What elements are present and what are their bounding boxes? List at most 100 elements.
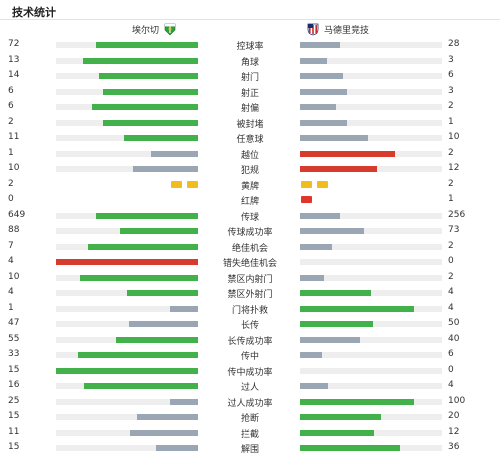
away-stat-bar — [300, 398, 442, 405]
header-divider — [0, 19, 500, 20]
away-stat-bar-fill — [300, 445, 401, 451]
stat-row: 10 犯规 12 — [0, 162, 500, 178]
away-stat-bar-fill — [300, 135, 368, 141]
stat-row: 2 被封堵 1 — [0, 116, 500, 132]
home-stat-value: 55 — [8, 333, 20, 344]
away-stat-bar-fill — [300, 88, 348, 95]
stat-row: 15 抢断 20 — [0, 410, 500, 426]
away-stat-value: 2 — [448, 178, 454, 189]
away-stat-value: 50 — [448, 318, 460, 328]
home-stat-bar-fill — [91, 104, 198, 110]
yellow-card-icon — [171, 180, 182, 188]
home-stat-bar-fill — [127, 290, 198, 296]
home-stat-bar-fill — [115, 336, 198, 343]
away-stat-bar — [300, 228, 442, 234]
stat-row: 88 传球成功率 73 — [0, 224, 500, 240]
home-stat-value: 7 — [8, 240, 14, 251]
stat-name: 传中 — [240, 352, 259, 362]
stat-name: 射偏 — [240, 104, 259, 114]
home-stat-bar-fill — [77, 352, 198, 358]
away-stat-value: 1 — [448, 194, 454, 204]
away-stat-value: 3 — [448, 85, 454, 96]
home-stat-bar — [56, 88, 198, 95]
home-stat-value: 2 — [8, 116, 14, 127]
stat-row: 33 传中 6 — [0, 348, 500, 364]
away-stat-bar — [300, 57, 442, 64]
away-stat-bar — [300, 321, 442, 327]
stat-name: 红牌 — [240, 197, 259, 207]
stat-name: 角球 — [240, 57, 259, 68]
home-stat-value: 15 — [8, 364, 20, 375]
stat-row: 72 控球率 28 — [0, 38, 500, 54]
stat-row: 6 射偏 2 — [0, 100, 500, 116]
stat-name: 拦截 — [240, 429, 259, 440]
away-stat-bar — [300, 429, 442, 436]
away-yellow-cards — [301, 180, 328, 189]
away-stat-value: 100 — [448, 395, 466, 406]
home-stat-bar-fill — [82, 57, 198, 64]
away-stat-bar-fill — [300, 429, 375, 436]
stat-row: 47 长传 50 — [0, 317, 500, 333]
away-stat-value: 73 — [448, 225, 460, 235]
away-stat-value: 40 — [448, 333, 460, 344]
away-stat-bar-fill — [300, 243, 332, 250]
home-stat-bar-fill — [133, 166, 198, 172]
home-stat-bar — [56, 290, 198, 296]
away-stat-value: 4 — [448, 380, 454, 390]
stat-row: 7 绝佳机会 2 — [0, 240, 500, 256]
home-team[interactable]: 埃尔切 — [132, 21, 177, 37]
stat-name: 解围 — [240, 445, 259, 455]
home-stat-bar — [56, 429, 198, 436]
home-stat-value: 1 — [8, 302, 14, 313]
away-stat-value: 10 — [448, 132, 460, 142]
away-stat-bar-fill — [300, 414, 382, 420]
away-stat-bar — [300, 42, 442, 48]
away-stat-value: 1 — [448, 116, 454, 127]
home-stat-value: 10 — [8, 163, 20, 173]
stat-row: 25 过人成功率 100 — [0, 395, 500, 411]
home-stat-value: 11 — [8, 132, 20, 142]
stat-row: 16 过人 4 — [0, 379, 500, 395]
home-stat-bar — [56, 398, 198, 405]
home-stat-bar-fill — [103, 119, 198, 126]
stat-row: 13 角球 3 — [0, 54, 500, 70]
away-stat-bar-fill — [300, 321, 374, 327]
atletico-badge-svg — [307, 23, 319, 36]
away-stat-value: 28 — [448, 39, 460, 49]
away-stat-bar-fill — [300, 166, 378, 172]
stat-name: 传中成功率 — [227, 367, 273, 378]
home-stat-bar-fill — [137, 414, 198, 420]
away-stat-value: 20 — [448, 411, 460, 421]
stat-name: 控球率 — [236, 42, 264, 52]
away-stat-value: 0 — [448, 256, 454, 266]
away-stat-bar — [300, 414, 442, 420]
away-team[interactable]: 马德里竞技 — [306, 21, 369, 37]
away-red-cards — [301, 196, 312, 204]
stat-name: 任意球 — [236, 135, 264, 145]
stat-name: 过人成功率 — [227, 398, 273, 409]
home-stat-bar-fill — [169, 398, 198, 405]
home-stat-bar-fill — [130, 429, 198, 436]
away-stat-bar-fill — [300, 42, 340, 48]
home-stat-bar — [56, 445, 198, 451]
away-stat-bar — [300, 212, 442, 219]
home-stat-bar-fill — [56, 259, 198, 265]
home-stat-bar — [56, 414, 198, 420]
away-stat-value: 0 — [448, 364, 454, 375]
yellow-card-icon — [187, 180, 198, 188]
stat-name: 禁区内射门 — [227, 274, 273, 285]
home-stat-bar-fill — [150, 150, 198, 157]
away-stat-bar-fill — [300, 336, 360, 343]
away-stat-bar — [300, 104, 442, 110]
away-stat-value: 2 — [448, 271, 454, 282]
stat-name: 射正 — [240, 88, 259, 99]
away-stat-value: 12 — [448, 426, 460, 437]
home-stat-bar — [56, 321, 198, 327]
home-stat-value: 13 — [8, 54, 20, 65]
home-stat-value: 15 — [8, 411, 20, 421]
home-stat-bar — [56, 259, 198, 265]
stat-row: 55 长传成功率 40 — [0, 333, 500, 349]
elche-badge-icon — [163, 22, 177, 36]
stat-name: 传球成功率 — [227, 228, 273, 238]
home-stat-value: 14 — [8, 70, 20, 80]
